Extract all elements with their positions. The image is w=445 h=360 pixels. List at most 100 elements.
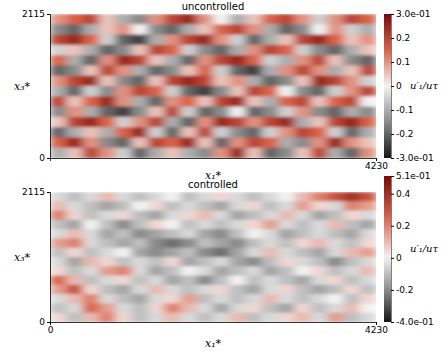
cell	[197, 257, 214, 267]
cell	[246, 248, 263, 258]
cell	[229, 45, 246, 56]
cell	[262, 45, 279, 56]
cell	[50, 65, 67, 76]
cell	[278, 313, 295, 322]
tick: 3.0e-01	[391, 9, 431, 19]
cell	[311, 45, 328, 56]
cell	[164, 276, 181, 286]
cell	[132, 137, 149, 148]
cell	[262, 14, 279, 25]
cell	[50, 248, 67, 258]
cell	[278, 35, 295, 46]
cell	[213, 137, 230, 148]
tick: 5.1e-01	[391, 171, 431, 181]
cell	[278, 55, 295, 66]
cell	[295, 65, 312, 76]
cell	[295, 86, 312, 97]
cell	[246, 127, 263, 138]
tick-mark	[47, 192, 50, 193]
cell	[311, 35, 328, 46]
cell	[327, 220, 344, 230]
cell	[327, 117, 344, 128]
heatmap	[50, 192, 376, 322]
cell	[197, 266, 214, 276]
cell	[295, 211, 312, 221]
cell	[327, 238, 344, 248]
cell	[132, 201, 149, 211]
cell	[197, 294, 214, 304]
cell	[164, 266, 181, 276]
cell	[83, 137, 100, 148]
axis-line	[51, 159, 377, 162]
cell	[115, 201, 132, 211]
tick: 2115	[22, 9, 50, 19]
cell	[66, 137, 83, 148]
cell	[213, 229, 230, 239]
cell	[229, 76, 246, 87]
cell	[50, 285, 67, 295]
cell	[360, 294, 376, 304]
tick: 0	[391, 81, 402, 91]
cell	[278, 294, 295, 304]
cell	[50, 14, 67, 25]
cell	[327, 248, 344, 258]
cell	[262, 55, 279, 66]
cell	[213, 220, 230, 230]
cell	[262, 229, 279, 239]
cell	[246, 257, 263, 267]
cell	[360, 137, 376, 148]
cell	[360, 285, 376, 295]
cell	[262, 117, 279, 128]
tick-mark	[391, 86, 394, 87]
cell	[83, 285, 100, 295]
cell	[164, 14, 181, 25]
cell	[164, 24, 181, 35]
cell	[66, 148, 83, 158]
cell	[164, 35, 181, 46]
cell	[229, 137, 246, 148]
cell	[180, 248, 197, 258]
cell	[229, 86, 246, 97]
cell	[311, 211, 328, 221]
cell	[148, 229, 165, 239]
cell	[197, 65, 214, 76]
cell	[278, 303, 295, 313]
cell	[99, 148, 116, 158]
cell	[327, 285, 344, 295]
tick-label: 4230	[365, 161, 388, 171]
cell	[115, 76, 132, 87]
cell	[295, 313, 312, 322]
cell	[343, 14, 360, 25]
cell	[246, 201, 263, 211]
cell	[295, 148, 312, 158]
cell	[229, 303, 246, 313]
cell	[180, 107, 197, 118]
cell	[295, 35, 312, 46]
cell	[180, 257, 197, 267]
cell	[180, 65, 197, 76]
tick-label: 0	[396, 253, 402, 263]
cell	[83, 35, 100, 46]
cell	[83, 45, 100, 56]
cell	[262, 192, 279, 202]
cell	[360, 14, 376, 25]
cell	[295, 45, 312, 56]
cell	[343, 238, 360, 248]
cell	[262, 24, 279, 35]
cell	[295, 229, 312, 239]
cell	[115, 313, 132, 322]
cell	[148, 35, 165, 46]
cell	[213, 276, 230, 286]
cell	[99, 220, 116, 230]
cell	[295, 24, 312, 35]
cell	[246, 117, 263, 128]
cell	[115, 86, 132, 97]
cell	[213, 35, 230, 46]
cell	[50, 76, 67, 87]
cell	[343, 211, 360, 221]
tick: -4.0e-01	[391, 317, 434, 327]
cell	[164, 294, 181, 304]
cell	[295, 55, 312, 66]
cell	[50, 24, 67, 35]
cell	[148, 96, 165, 107]
